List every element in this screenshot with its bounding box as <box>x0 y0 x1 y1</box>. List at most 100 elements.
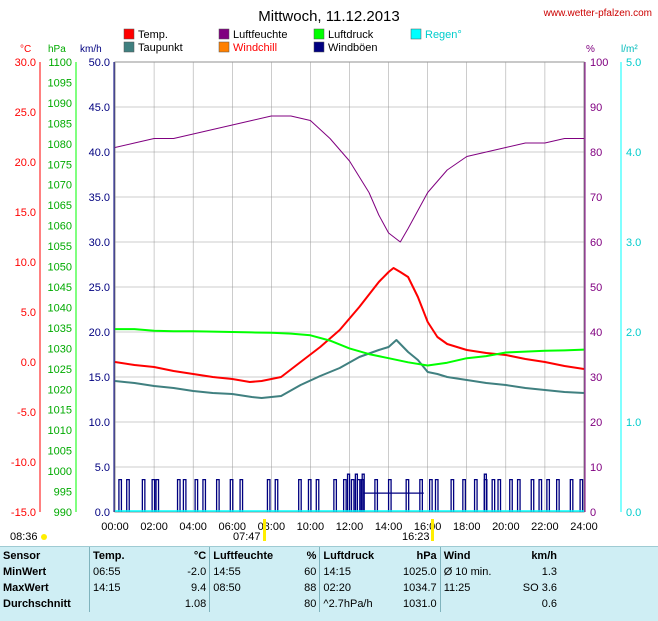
stats-row-min: MinWert 06:55 -2.0 14:55 60 14:15 1025.0… <box>0 564 560 580</box>
temp-time: 06:55 <box>88 564 157 580</box>
tick-label: 100 <box>590 57 608 69</box>
tick-label: 90 <box>590 102 602 114</box>
series-line-luftfeuchte <box>114 115 584 243</box>
tick-label: 0.0 <box>95 507 110 519</box>
wind-value: 1.3 <box>541 566 557 578</box>
header-humidity: Luftfeuchte <box>209 547 288 564</box>
temp-time <box>88 596 157 612</box>
wind-value: SO 3.6 <box>522 582 557 594</box>
tick-label: 1080 <box>48 139 72 151</box>
wind-unit-label: km/h <box>80 44 102 55</box>
tick-label: 1090 <box>48 98 72 110</box>
wind-gust-spike <box>361 473 365 512</box>
sunrise-icon <box>41 534 47 540</box>
header-temp: Temp. <box>88 547 157 564</box>
tick-label: 5.0 <box>21 307 36 319</box>
row-label: MaxWert <box>3 582 49 594</box>
sunset-marker-icon <box>431 519 434 541</box>
time-ticks: 00:00 02:00 04:00 06:00 08:00 10:00 12:00 14:00… <box>101 521 598 533</box>
header-wind: Wind <box>439 547 508 564</box>
series-line-temp <box>114 267 585 383</box>
humidity-time: 14:55 <box>209 564 288 580</box>
time-tick-label: 08:00 <box>258 521 286 533</box>
tick-label: 30.0 <box>89 237 110 249</box>
time-tick-label: 02:00 <box>140 521 168 533</box>
pressure-unit-label: hPa <box>48 44 66 55</box>
tick-label: 25.0 <box>15 107 36 119</box>
header-wind-unit: km/h <box>531 549 557 562</box>
legend-label: Windböen <box>328 42 378 54</box>
tick-label: 10 <box>590 462 602 474</box>
tick-label: -10.0 <box>11 457 36 469</box>
weather-chart: Mittwoch, 11.12.2013 www.wetter-pfalzen.… <box>10 8 652 543</box>
legend-swatch <box>218 41 230 53</box>
tick-label: 50.0 <box>89 57 110 69</box>
pressure-time: ^2.7hPa/h <box>319 596 394 612</box>
tick-label: 1085 <box>48 118 72 130</box>
wind-gust-bars <box>118 478 584 512</box>
series-line-taupunkt <box>114 339 585 399</box>
wind-ticks: 50.0 45.0 40.0 35.0 30.0 25.0 20.0 15.0 10.0 5.0 0… <box>89 57 110 519</box>
legend: Temp. Luftfeuchte Luftdruck Regen° Taupunkt W… <box>123 28 462 54</box>
tick-label: 10.0 <box>15 257 36 269</box>
legend-label: Temp. <box>138 29 168 41</box>
humidity-time <box>209 596 288 612</box>
stats-header-row: Sensor Temp. °C Luftfeuchte % Luftdruck … <box>0 547 560 564</box>
tick-label: 1095 <box>48 77 72 89</box>
legend-swatch <box>313 28 325 40</box>
wind-time <box>439 596 508 612</box>
tick-label: 5.0 <box>626 57 641 69</box>
temp-ticks: 30.0 25.0 20.0 15.0 10.0 5.0 0.0 -5.0 -10.0 -15.0 <box>11 57 36 519</box>
tick-label: 45.0 <box>89 102 110 114</box>
tick-label: 1005 <box>48 446 72 458</box>
temp-value: 9.4 <box>190 582 207 594</box>
tick-label: 20.0 <box>89 327 110 339</box>
stats-row-max: MaxWert 14:15 9.4 08:50 88 02:20 1034.7 … <box>0 580 560 596</box>
sunrise-time: 08:36 <box>10 531 38 543</box>
header-pressure-unit: hPa <box>416 549 437 562</box>
wind-gust-spike <box>354 473 359 512</box>
rain-unit-label: l/m² <box>621 44 638 55</box>
tick-label: 2.0 <box>626 327 641 339</box>
stats-row-avg: Durchschnitt 1.08 80 ^2.7hPa/h 1031.0 0.… <box>0 596 560 612</box>
tick-label: 995 <box>54 487 72 499</box>
sunset-time: 16:23 <box>402 531 430 543</box>
wind-time: Ø 10 min. <box>439 564 508 580</box>
noon-time: 07:47 <box>233 531 261 543</box>
tick-label: 1050 <box>48 262 72 274</box>
series-line-luftdruck <box>115 328 585 367</box>
tick-label: 1015 <box>48 405 72 417</box>
tick-label: 990 <box>54 507 72 519</box>
humidity-value: 80 <box>304 598 317 610</box>
tick-label: 0 <box>590 507 596 519</box>
time-tick-label: 04:00 <box>179 521 207 533</box>
time-tick-label: 22:00 <box>531 521 559 533</box>
tick-label: 1.0 <box>626 417 641 429</box>
tick-label: 1000 <box>48 466 72 478</box>
time-tick-label: 24:00 <box>570 521 598 533</box>
temp-value: -2.0 <box>187 566 207 578</box>
site-link[interactable]: www.wetter-pfalzen.com <box>543 8 652 19</box>
tick-label: 1020 <box>48 384 72 396</box>
humidity-unit-label: % <box>586 44 595 55</box>
tick-label: 1030 <box>48 343 72 355</box>
temp-unit-label: °C <box>20 44 31 55</box>
tick-label: 1075 <box>48 159 72 171</box>
row-label: Durchschnitt <box>3 598 71 610</box>
pressure-value: 1031.0 <box>403 598 437 610</box>
tick-label: 70 <box>590 192 602 204</box>
pressure-ticks: 1100 1095 1090 1085 1080 1075 1070 1065 1060 1055… <box>48 57 72 519</box>
time-tick-label: 06:00 <box>218 521 246 533</box>
pressure-value: 1025.0 <box>403 566 437 578</box>
legend-label: Regen° <box>425 29 462 41</box>
tick-label: 10.0 <box>89 417 110 429</box>
tick-label: 50 <box>590 282 602 294</box>
time-tick-label: 16:00 <box>414 521 442 533</box>
pressure-value: 1034.7 <box>403 582 437 594</box>
header-humidity-unit: % <box>306 549 317 562</box>
time-tick-label: 10:00 <box>297 521 325 533</box>
tick-label: 4.0 <box>626 147 641 159</box>
tick-label: 1045 <box>48 282 72 294</box>
tick-label: 1070 <box>48 180 72 192</box>
